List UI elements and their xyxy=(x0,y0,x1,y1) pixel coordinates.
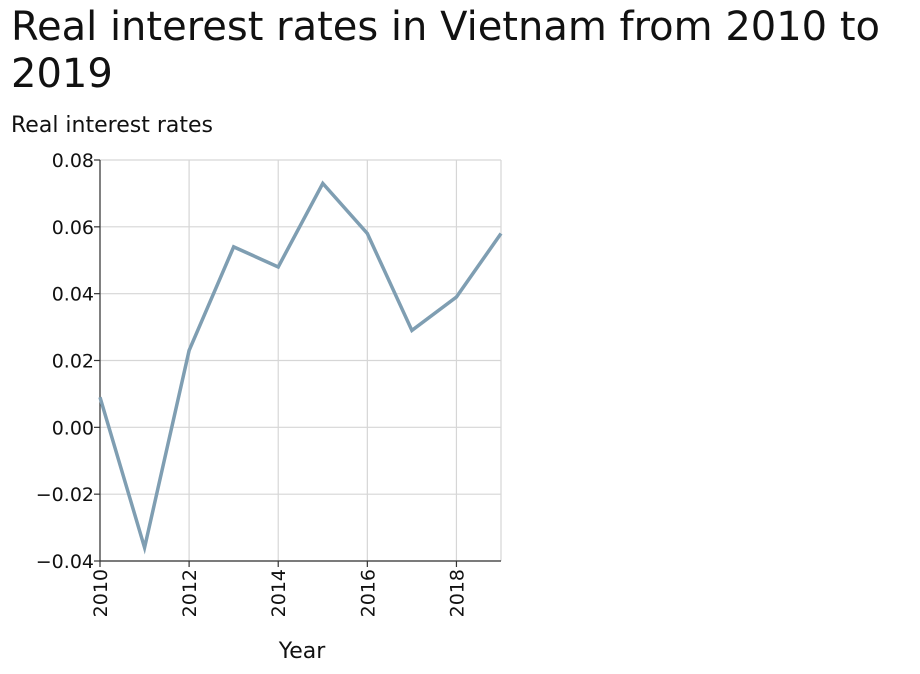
y-tick-label: 0.00 xyxy=(52,417,94,439)
x-tick-label: 2016 xyxy=(357,569,379,617)
series-line xyxy=(100,183,501,547)
x-tick-label: 2012 xyxy=(179,569,201,617)
y-tick-label: 0.04 xyxy=(52,284,94,306)
grid xyxy=(100,160,501,561)
y-axis-ticks: −0.04 −0.02 0.00 0.02 0.04 0.06 0.08 xyxy=(36,150,100,573)
y-tick-label: 0.06 xyxy=(52,217,94,239)
y-tick-label: −0.04 xyxy=(36,551,94,573)
x-axis-ticks: 2010 2012 2014 2016 2018 xyxy=(90,561,468,617)
y-tick-label: 0.08 xyxy=(52,150,94,172)
x-tick-label: 2018 xyxy=(446,569,468,617)
y-axis-title: Real interest rates xyxy=(11,113,213,138)
x-tick-label: 2014 xyxy=(268,569,290,617)
series-group xyxy=(100,183,501,547)
y-tick-label: −0.02 xyxy=(36,484,94,506)
x-tick-label: 2010 xyxy=(90,569,112,617)
x-axis-title: Year xyxy=(278,639,327,664)
y-tick-label: 0.02 xyxy=(52,351,94,373)
